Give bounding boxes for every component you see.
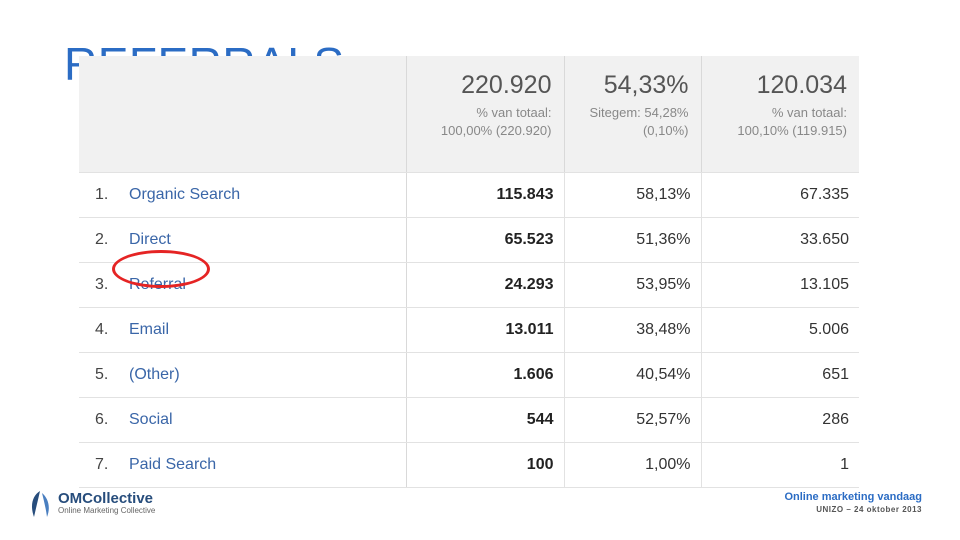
value-b: 53,95% <box>563 262 701 308</box>
value-c: 651 <box>700 352 859 398</box>
row-index: 3. <box>95 276 109 293</box>
value-b: 40,54% <box>563 352 701 398</box>
value-c: 1 <box>700 442 859 488</box>
value-c: 5.006 <box>700 307 859 353</box>
row-index: 4. <box>95 321 109 338</box>
summary-sub2: 100,00% (220.920) <box>440 123 552 138</box>
value-c: 286 <box>700 397 859 443</box>
channel-cell: 4. Email <box>79 307 407 353</box>
value-c: 13.105 <box>700 262 859 308</box>
channel-cell: 2. Direct <box>79 217 407 263</box>
footer-line1: Online marketing vandaag <box>784 491 922 503</box>
value-a: 100 <box>405 442 564 488</box>
row-index: 2. <box>95 231 109 248</box>
channel-cell: 1. Organic Search <box>79 172 407 218</box>
summary-header-row: 220.920 % van totaal: 100,00% (220.920) … <box>79 56 859 173</box>
value-b: 38,48% <box>563 307 701 353</box>
summary-sub1: % van totaal: <box>476 105 552 120</box>
table-row: 3. Referral 24.293 53,95% 13.105 <box>79 262 859 308</box>
logo-brand: OMCollective <box>58 490 154 507</box>
footer-line2: UNIZO – 24 oktober 2013 <box>816 505 922 514</box>
header-spacer <box>79 56 406 173</box>
channel-link[interactable]: (Other) <box>129 366 180 383</box>
value-b: 58,13% <box>563 172 701 218</box>
channel-link[interactable]: Paid Search <box>129 456 217 473</box>
table-row: 5. (Other) 1.606 40,54% 651 <box>79 352 859 398</box>
channel-link[interactable]: Referral <box>129 276 186 293</box>
channel-link[interactable]: Direct <box>129 231 171 248</box>
channel-cell: 6. Social <box>79 397 407 443</box>
row-index: 1. <box>95 186 109 203</box>
value-c: 67.335 <box>700 172 859 218</box>
summary-value: 120.034 <box>756 71 847 99</box>
slide-footer: Online marketing vandaag UNIZO – 24 okto… <box>784 490 922 516</box>
channel-cell: 3. Referral <box>79 262 407 308</box>
channel-link[interactable]: Organic Search <box>129 186 241 203</box>
table-row: 7. Paid Search 100 1,00% 1 <box>79 442 859 488</box>
row-index: 5. <box>95 366 109 383</box>
channel-cell: 5. (Other) <box>79 352 407 398</box>
analytics-report-table: 220.920 % van totaal: 100,00% (220.920) … <box>79 56 859 488</box>
row-index: 7. <box>95 456 109 473</box>
value-a: 65.523 <box>405 217 564 263</box>
value-a: 13.011 <box>405 307 564 353</box>
value-a: 544 <box>405 397 564 443</box>
summary-sub2: 100,10% (119.915) <box>737 123 847 138</box>
sail-logo-icon <box>32 491 49 517</box>
table-row: 1. Organic Search 115.843 58,13% 67.335 <box>79 172 859 218</box>
value-b: 52,57% <box>563 397 701 443</box>
row-index: 6. <box>95 411 109 428</box>
summary-sub2: (0,10%) <box>642 123 689 138</box>
summary-cell-total: 220.920 % van totaal: 100,00% (220.920) <box>405 56 564 173</box>
summary-value: 220.920 <box>461 71 552 99</box>
value-b: 1,00% <box>563 442 701 488</box>
logo-tagline: Online Marketing Collective <box>58 506 156 515</box>
value-a: 1.606 <box>405 352 564 398</box>
summary-sub1: % van totaal: <box>771 105 847 120</box>
channel-link[interactable]: Email <box>129 321 170 338</box>
summary-cell-new: 120.034 % van totaal: 100,10% (119.915) <box>700 56 859 173</box>
summary-sub1: Sitegem: 54,28% <box>589 105 689 120</box>
summary-value: 54,33% <box>603 71 689 99</box>
table-row: 4. Email 13.011 38,48% 5.006 <box>79 307 859 353</box>
value-a: 24.293 <box>405 262 564 308</box>
value-a: 115.843 <box>405 172 564 218</box>
summary-cell-rate: 54,33% Sitegem: 54,28% (0,10%) <box>563 56 701 173</box>
value-c: 33.650 <box>700 217 859 263</box>
value-b: 51,36% <box>563 217 701 263</box>
channel-link[interactable]: Social <box>129 411 173 428</box>
table-row: 2. Direct 65.523 51,36% 33.650 <box>79 217 859 263</box>
table-row: 6. Social 544 52,57% 286 <box>79 397 859 443</box>
channel-cell: 7. Paid Search <box>79 442 407 488</box>
